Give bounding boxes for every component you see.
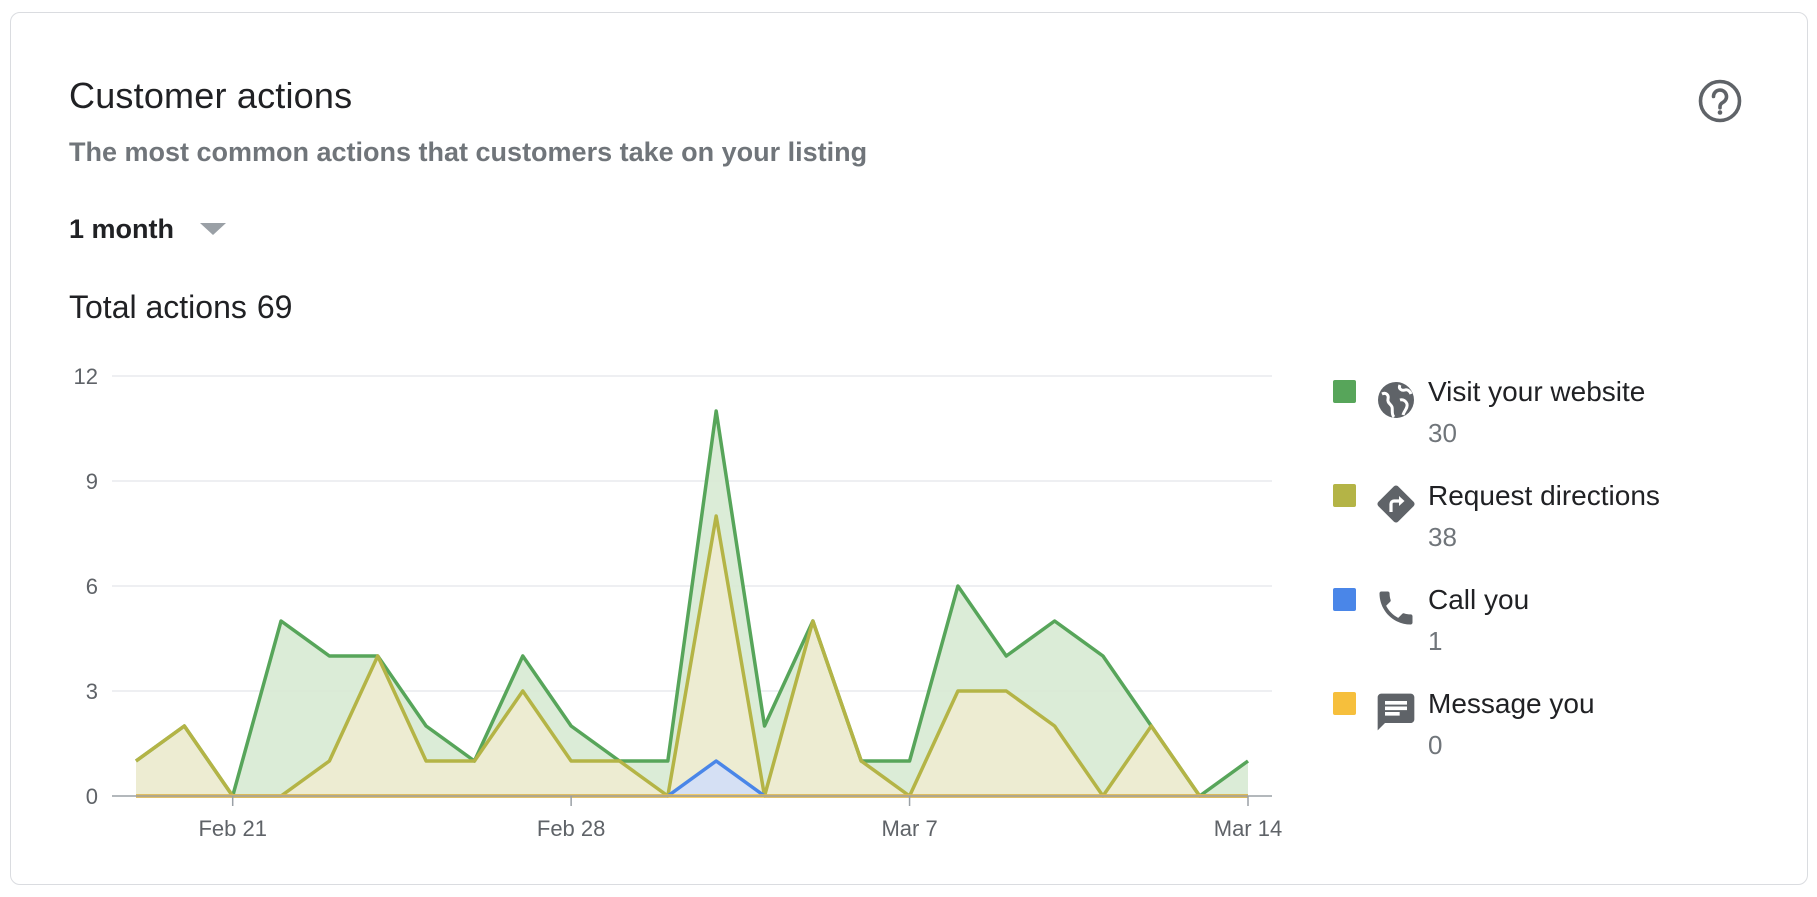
x-tick-label: Feb 28: [537, 816, 606, 841]
legend-item-call-you[interactable]: Call you 1: [1330, 578, 1750, 682]
legend-label: Visit your website: [1428, 376, 1646, 407]
card-title: Customer actions: [69, 75, 353, 116]
legend-item-request-directions[interactable]: Request directions 38: [1330, 474, 1750, 578]
legend-label: Message you: [1428, 688, 1595, 719]
y-tick-label: 0: [86, 784, 98, 809]
total-actions-value: 69: [256, 289, 293, 325]
globe-icon: [1378, 382, 1414, 419]
help-circle-icon[interactable]: [1697, 78, 1743, 124]
legend-label: Call you: [1428, 584, 1530, 615]
series-line: [134, 409, 1250, 798]
legend-swatch: [1333, 484, 1356, 507]
x-tick-label: Mar 7: [881, 816, 937, 841]
total-actions: Total actions 69: [69, 289, 292, 326]
series-line: [134, 514, 1248, 798]
directions-icon: [1377, 485, 1415, 523]
y-tick-label: 9: [86, 469, 98, 494]
legend-item-visit-website[interactable]: Visit your website 30: [1330, 370, 1750, 474]
legend-swatch: [1333, 692, 1356, 715]
x-tick-label: Mar 14: [1214, 816, 1282, 841]
legend-count: 1: [1428, 626, 1443, 656]
card-subtitle: The most common actions that customers t…: [69, 137, 868, 167]
legend-count: 38: [1428, 522, 1457, 552]
y-tick-label: 6: [86, 574, 98, 599]
legend-label: Request directions: [1428, 480, 1660, 511]
y-tick-label: 12: [74, 364, 98, 389]
legend-swatch: [1333, 380, 1356, 403]
chart-legend: Visit your website 30 Request directions…: [1330, 370, 1750, 786]
message-icon: [1377, 693, 1415, 731]
total-actions-label: Total actions: [69, 289, 247, 325]
caret-down-icon: [200, 223, 226, 235]
range-selector[interactable]: 1 month: [69, 211, 226, 247]
y-tick-label: 3: [86, 679, 98, 704]
legend-swatch: [1333, 588, 1356, 611]
legend-count: 30: [1428, 418, 1457, 448]
x-tick-label: Feb 21: [198, 816, 267, 841]
range-selector-label: 1 month: [69, 213, 174, 244]
legend-count: 0: [1428, 730, 1443, 760]
legend-item-message-you[interactable]: Message you 0: [1330, 682, 1750, 786]
phone-icon: [1379, 591, 1413, 625]
